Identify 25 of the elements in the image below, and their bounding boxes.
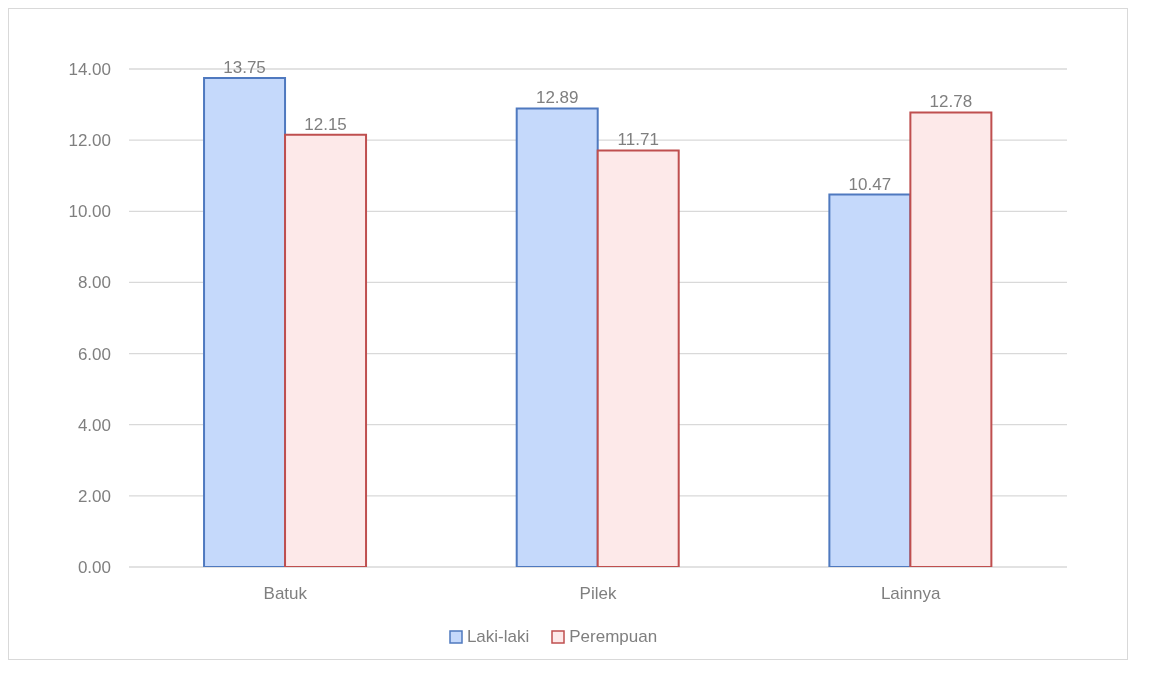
legend-label: Perempuan xyxy=(569,627,658,647)
y-tick-label: 2.00 xyxy=(77,486,111,506)
data-label: 11.71 xyxy=(617,130,659,150)
legend-label: Laki-laki xyxy=(466,627,530,647)
x-tick-label: Pilek xyxy=(579,584,617,604)
y-tick-label: 6.00 xyxy=(77,344,111,364)
data-label: 10.47 xyxy=(848,174,892,194)
y-tick-label: 14.00 xyxy=(68,60,111,80)
bar xyxy=(203,76,287,567)
data-label: 12.15 xyxy=(304,114,347,134)
bar xyxy=(515,107,599,567)
bar xyxy=(284,133,368,567)
data-label: 12.78 xyxy=(929,92,973,112)
bar xyxy=(828,193,912,567)
bar xyxy=(596,149,680,567)
y-tick-label: 8.00 xyxy=(77,273,111,293)
y-tick-label: 10.00 xyxy=(68,202,111,222)
data-label: 12.89 xyxy=(535,88,579,108)
data-label: 13.75 xyxy=(223,57,266,77)
bar xyxy=(909,111,993,567)
y-tick-label: 4.00 xyxy=(77,415,111,435)
x-tick-label: Batuk xyxy=(263,584,308,604)
y-tick-label: 12.00 xyxy=(68,131,111,151)
y-tick-label: 0.00 xyxy=(77,558,111,578)
x-tick-label: Lainnya xyxy=(880,584,941,604)
